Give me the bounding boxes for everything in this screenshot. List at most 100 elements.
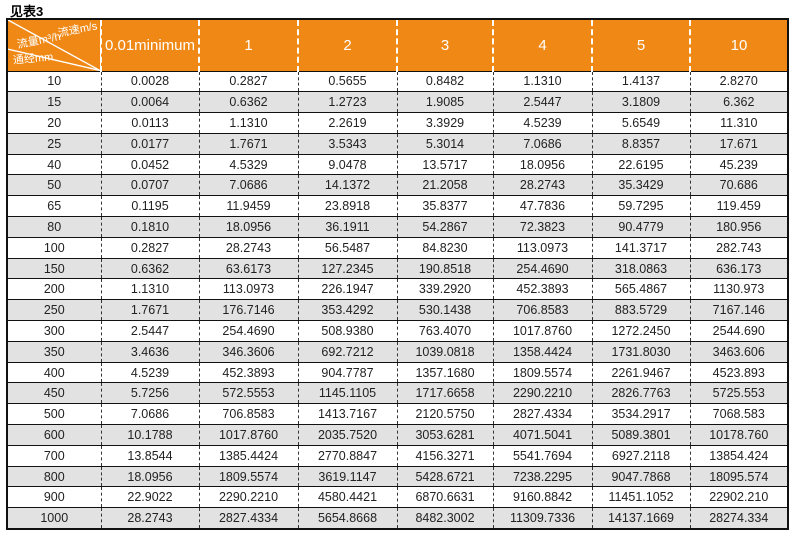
table-cell: 0.2827 <box>198 70 298 92</box>
table-cell: 1385.4424 <box>198 444 298 467</box>
table-cell: 2261.9467 <box>591 361 690 383</box>
table-cell: 22.6195 <box>591 153 690 175</box>
table-row: 700 13.8544 1385.4424 2770.8847 4156.3271 554… <box>7 444 788 467</box>
table-cell: 1.1310 <box>492 70 592 92</box>
table-cell: 63.6173 <box>198 257 298 279</box>
table-cell: 0.8482 <box>396 70 493 92</box>
table-cell: 2544.690 <box>689 320 788 342</box>
table-cell: 706.8583 <box>492 299 592 321</box>
table-row: 1000 28.2743 2827.4334 5654.8668 8482.3002 11… <box>7 507 788 529</box>
table-cell: 1017.8760 <box>492 320 592 342</box>
table-row: 65 0.1195 11.9459 23.8918 35.8377 47.7836 59.7… <box>7 195 788 217</box>
table-cell: 0.0707 <box>100 174 199 196</box>
table-cell: 0.0113 <box>100 112 199 134</box>
row-header-cell: 1000 <box>7 507 101 529</box>
table-body: 10 0.0028 0.2827 0.5655 0.8482 1.1310 1.4137 2.… <box>7 70 788 529</box>
table-cell: 1017.8760 <box>198 424 298 446</box>
table-cell: 508.9380 <box>297 320 397 342</box>
table-cell: 90.4779 <box>591 216 690 238</box>
table-cell: 6927.2118 <box>591 444 690 467</box>
table-cell: 1145.1105 <box>297 382 397 404</box>
table-cell: 254.4690 <box>198 320 298 342</box>
table-cell: 5.3014 <box>396 132 493 155</box>
table-row: 900 22.9022 2290.2210 4580.4421 6870.6631 916… <box>7 486 788 508</box>
table-cell: 84.8230 <box>396 236 493 259</box>
table-cell: 14137.1669 <box>591 507 690 529</box>
table-cell: 346.3606 <box>198 340 298 363</box>
table-cell: 7.0686 <box>198 174 298 196</box>
table-cell: 1357.1680 <box>396 361 493 383</box>
table-cell: 7.0686 <box>100 403 199 425</box>
table-cell: 1.2723 <box>297 91 397 113</box>
table-cell: 59.7295 <box>591 195 690 217</box>
table-cell: 0.0177 <box>100 132 199 155</box>
table-cell: 1.7671 <box>100 299 199 321</box>
table-cell: 28274.334 <box>689 507 788 529</box>
table-cell: 4156.3271 <box>396 444 493 467</box>
table-cell: 0.6362 <box>198 91 298 113</box>
table-cell: 127.2345 <box>297 257 397 279</box>
table-cell: 0.0028 <box>100 70 199 92</box>
table-cell: 4071.5041 <box>492 424 592 446</box>
row-header-cell: 200 <box>7 278 101 300</box>
table-header: 流速m/s 流量m³/h 通经mm 0.01minimum 1 2 3 4 5 … <box>7 19 788 71</box>
table-cell: 706.8583 <box>198 403 298 425</box>
row-header-cell: 350 <box>7 340 101 363</box>
page-title: 见表3 <box>10 4 44 19</box>
table-cell: 9047.7868 <box>591 465 690 487</box>
column-header: 5 <box>591 19 690 71</box>
table-row: 20 0.0113 1.1310 2.2619 3.3929 4.5239 5.6549 11… <box>7 112 788 134</box>
row-header-cell: 600 <box>7 424 101 446</box>
table-cell: 18.0956 <box>100 465 199 487</box>
table-cell: 1.7671 <box>198 132 298 155</box>
table-cell: 4.5329 <box>198 153 298 175</box>
table-cell: 21.2058 <box>396 174 493 196</box>
table-cell: 2826.7763 <box>591 382 690 404</box>
table-cell: 572.5553 <box>198 382 298 404</box>
table-row: 600 10.1788 1017.8760 2035.7520 3053.6281 407… <box>7 424 788 446</box>
table-cell: 113.0973 <box>492 236 592 259</box>
table-cell: 0.6362 <box>100 257 199 279</box>
table-cell: 636.173 <box>689 257 788 279</box>
table-cell: 14.1372 <box>297 174 397 196</box>
column-header: 0.01minimum <box>100 19 199 71</box>
table-cell: 45.239 <box>689 153 788 175</box>
table-cell: 28.2743 <box>492 174 592 196</box>
table-cell: 2.2619 <box>297 112 397 134</box>
row-header-cell: 250 <box>7 299 101 321</box>
table-cell: 28.2743 <box>198 236 298 259</box>
table-cell: 13.5717 <box>396 153 493 175</box>
table-cell: 9.0478 <box>297 153 397 175</box>
table-cell: 6870.6631 <box>396 486 493 508</box>
column-header: 2 <box>297 19 397 71</box>
table-cell: 1272.2450 <box>591 320 690 342</box>
row-header-cell: 100 <box>7 236 101 259</box>
table-cell: 3.5343 <box>297 132 397 155</box>
table-cell: 72.3823 <box>492 216 592 238</box>
table-cell: 190.8518 <box>396 257 493 279</box>
table-cell: 3053.6281 <box>396 424 493 446</box>
row-header-cell: 900 <box>7 486 101 508</box>
row-header-cell: 300 <box>7 320 101 342</box>
table-cell: 3534.2917 <box>591 403 690 425</box>
table-cell: 113.0973 <box>198 278 298 300</box>
table-cell: 1358.4424 <box>492 340 592 363</box>
table-cell: 6.362 <box>689 91 788 113</box>
corner-header-cell: 流速m/s 流量m³/h 通经mm <box>7 19 101 71</box>
table-cell: 11451.1052 <box>591 486 690 508</box>
table-cell: 56.5487 <box>297 236 397 259</box>
table-cell: 22.9022 <box>100 486 199 508</box>
table-cell: 13854.424 <box>689 444 788 467</box>
table-cell: 17.671 <box>689 132 788 155</box>
table-row: 300 2.5447 254.4690 508.9380 763.4070 1017.87… <box>7 320 788 342</box>
table-row: 25 0.0177 1.7671 3.5343 5.3014 7.0686 8.8357 17… <box>7 132 788 155</box>
column-header: 3 <box>396 19 493 71</box>
table-cell: 11.9459 <box>198 195 298 217</box>
table-cell: 3.1809 <box>591 91 690 113</box>
table-cell: 226.1947 <box>297 278 397 300</box>
table-cell: 28.2743 <box>100 507 199 529</box>
table-cell: 5654.8668 <box>297 507 397 529</box>
table-cell: 176.7146 <box>198 299 298 321</box>
table-row: 15 0.0064 0.6362 1.2723 1.9085 2.5447 3.1809 6.… <box>7 91 788 113</box>
table-cell: 2827.4334 <box>198 507 298 529</box>
